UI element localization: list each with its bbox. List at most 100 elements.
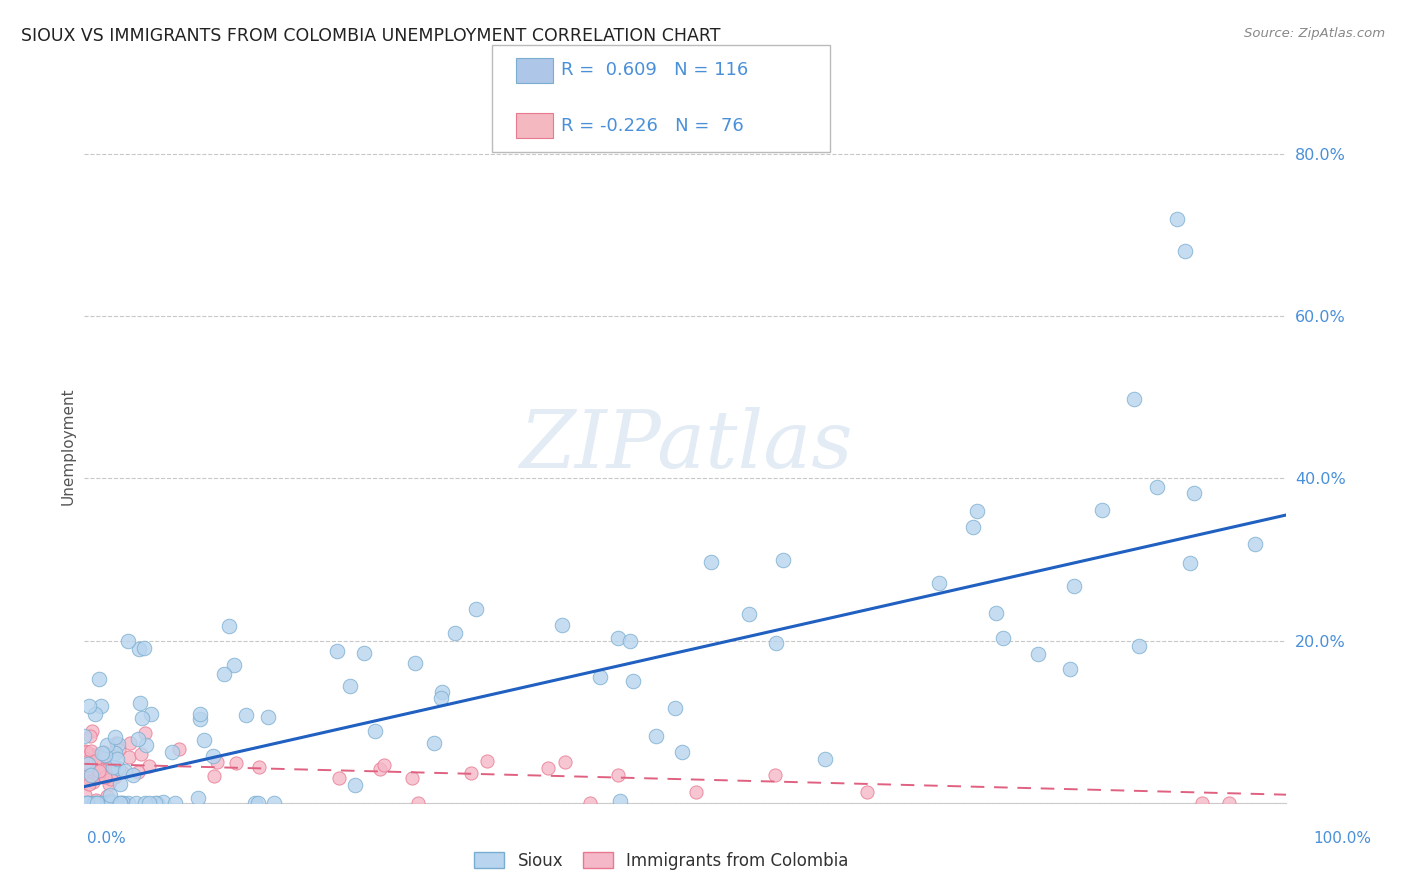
Point xyxy=(75,755,97,769)
Point xyxy=(225,756,247,770)
Point xyxy=(77,796,100,810)
Point xyxy=(114,764,136,778)
Point xyxy=(1182,485,1205,500)
Point xyxy=(218,619,240,633)
Point xyxy=(82,770,104,784)
Point xyxy=(83,796,105,810)
Point xyxy=(475,754,498,768)
Point xyxy=(139,707,162,722)
Point xyxy=(700,555,723,569)
Point xyxy=(422,735,444,749)
Point xyxy=(118,736,141,750)
Point xyxy=(401,771,423,785)
Point xyxy=(243,796,266,810)
Point xyxy=(94,749,117,764)
Point xyxy=(152,795,174,809)
Point xyxy=(94,764,117,778)
Point xyxy=(90,698,112,713)
Point xyxy=(134,796,156,810)
Point xyxy=(621,674,644,689)
Point xyxy=(79,747,101,761)
Point xyxy=(73,751,96,765)
Point xyxy=(138,796,160,810)
Point xyxy=(82,760,104,774)
Point xyxy=(108,796,131,810)
Point xyxy=(86,754,108,768)
Point xyxy=(79,763,101,777)
Point xyxy=(127,731,149,746)
Point xyxy=(103,796,125,810)
Point xyxy=(984,606,1007,620)
Point xyxy=(685,785,707,799)
Point xyxy=(589,670,612,684)
Point xyxy=(98,777,121,791)
Point xyxy=(607,631,630,645)
Point xyxy=(73,729,96,743)
Text: ZIPatlas: ZIPatlas xyxy=(519,408,852,484)
Point xyxy=(73,744,96,758)
Point xyxy=(128,641,150,656)
Point xyxy=(1122,392,1144,406)
Y-axis label: Unemployment: Unemployment xyxy=(60,387,76,505)
Point xyxy=(370,762,392,776)
Point xyxy=(111,796,134,810)
Point xyxy=(76,756,98,771)
Point xyxy=(202,769,225,783)
Point xyxy=(84,792,107,806)
Point xyxy=(87,764,110,778)
Point xyxy=(84,706,107,721)
Point xyxy=(90,763,112,777)
Point xyxy=(73,772,96,786)
Point xyxy=(235,708,257,723)
Point xyxy=(117,796,139,810)
Point xyxy=(263,796,285,810)
Point xyxy=(100,794,122,808)
Point xyxy=(1174,244,1197,259)
Text: R = -0.226   N =  76: R = -0.226 N = 76 xyxy=(561,117,744,135)
Point xyxy=(96,789,118,803)
Point xyxy=(1166,211,1188,226)
Point xyxy=(98,796,121,810)
Point xyxy=(1028,647,1050,661)
Point xyxy=(169,741,191,756)
Point xyxy=(404,657,426,671)
Point xyxy=(131,711,153,725)
Point xyxy=(247,760,270,774)
Point xyxy=(343,778,366,792)
Point xyxy=(89,796,111,810)
Point xyxy=(94,747,117,762)
Point xyxy=(551,618,574,632)
Point xyxy=(607,768,630,782)
Point xyxy=(105,751,128,765)
Point xyxy=(207,755,229,769)
Point xyxy=(373,758,395,772)
Point xyxy=(73,788,96,802)
Point xyxy=(100,772,122,787)
Point xyxy=(107,761,129,775)
Point xyxy=(1059,662,1081,676)
Point xyxy=(108,777,131,791)
Point xyxy=(212,666,235,681)
Point xyxy=(664,700,686,714)
Point xyxy=(104,730,127,744)
Point xyxy=(1178,556,1201,570)
Point xyxy=(772,553,794,567)
Point xyxy=(928,575,950,590)
Point xyxy=(79,777,101,791)
Point xyxy=(98,788,121,802)
Point xyxy=(1191,796,1213,810)
Legend: Sioux, Immigrants from Colombia: Sioux, Immigrants from Colombia xyxy=(467,846,855,877)
Point xyxy=(1091,503,1114,517)
Point xyxy=(75,747,97,762)
Point xyxy=(110,796,132,810)
Point xyxy=(430,684,453,698)
Point xyxy=(104,796,127,810)
Point xyxy=(80,768,103,782)
Point xyxy=(96,765,118,780)
Point xyxy=(1146,480,1168,494)
Point xyxy=(77,796,100,810)
Point xyxy=(738,607,761,622)
Point xyxy=(763,768,786,782)
Point xyxy=(578,796,600,810)
Point xyxy=(193,732,215,747)
